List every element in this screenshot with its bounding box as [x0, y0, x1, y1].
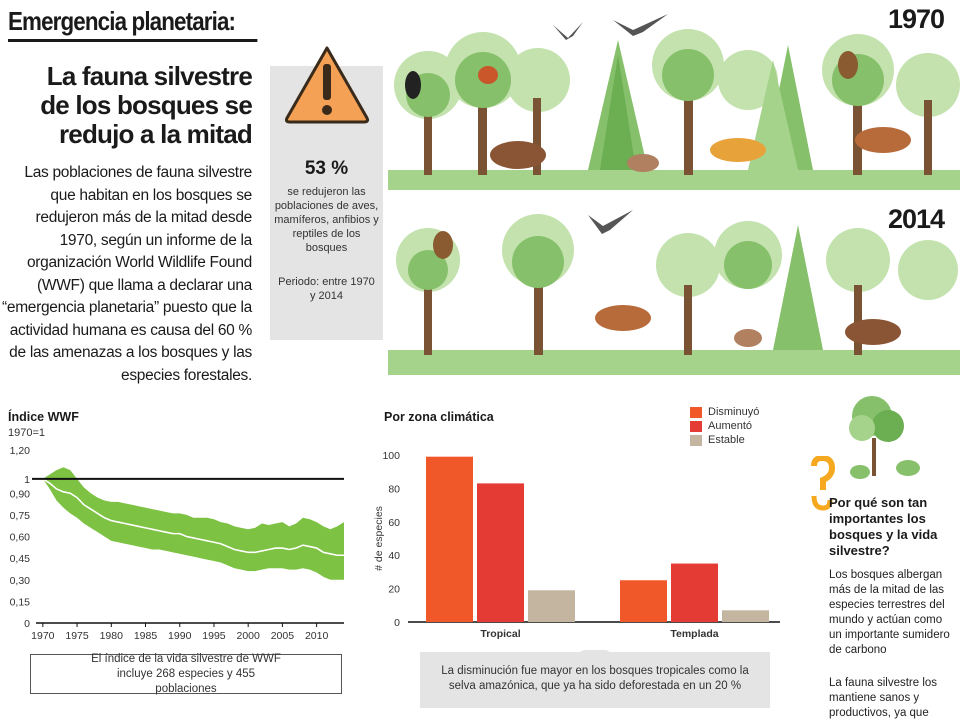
y-tick-label: 0,90	[10, 488, 31, 500]
x-tick-label: 2005	[271, 630, 295, 642]
bar-legend: Disminuyó Aumentó Estable	[690, 405, 759, 447]
y-tick-label: 60	[388, 517, 400, 529]
y-tick-label: 20	[388, 584, 400, 596]
sidebar-paragraph-2: La fauna silvestre los mantiene sanos y …	[829, 677, 938, 719]
y-tick-label: 1	[24, 474, 30, 486]
wwf-chart-subtitle: 1970=1	[8, 427, 46, 439]
year-2014-label: 2014	[888, 204, 945, 234]
y-tick-label: 0,30	[10, 575, 31, 587]
kicker-title: Emergencia planetaria:	[8, 6, 258, 42]
x-tick-label: 2010	[305, 630, 329, 642]
tree-icon	[849, 396, 920, 479]
question-mark-icon	[811, 456, 836, 511]
forest-illustration	[388, 14, 960, 375]
forest-2014-panel	[388, 195, 960, 375]
y-tick-label: 0	[24, 618, 30, 630]
year-1970-label: 1970	[888, 4, 945, 34]
headline: La fauna silvestre de los bosques se red…	[40, 61, 253, 149]
category-label: Templada	[670, 628, 718, 640]
bar-tropical-0	[426, 456, 473, 622]
y-tick-label: 0,60	[10, 532, 31, 544]
x-tick-label: 1985	[134, 630, 158, 642]
legend-swatch	[690, 420, 702, 432]
alert-percent: 53 %	[304, 158, 349, 179]
wwf-index-chart: 0 0,15 0,30 0,45 0,60 0,75 0,90 1 1,20 1970 1975 19…	[10, 445, 344, 642]
body-text: Las poblaciones de fauna silvestre que h…	[2, 164, 252, 384]
legend-item-aumento: Aumentó	[690, 419, 759, 433]
bar-tropical-1	[477, 483, 524, 622]
climate-bar-chart: 0 20 40 60 80 100 # de especies Tropical Templad…	[373, 450, 780, 640]
x-tick-label: 1980	[100, 630, 124, 642]
y-tick-label: 0,45	[10, 553, 31, 565]
bar-chart-title: Por zona climática	[384, 410, 494, 424]
legend-label: Disminuyó	[708, 405, 760, 418]
legend-label: Estable	[708, 433, 745, 446]
wwf-note-box: El índice de la vida silvestre de WWF in…	[30, 652, 342, 695]
sidebar-question: Por qué son tan importantes los bosques …	[829, 495, 938, 558]
bar-note: La disminución fue mayor en los bosques …	[441, 665, 749, 692]
legend-swatch	[690, 406, 702, 418]
y-tick-label: 0,75	[10, 510, 31, 522]
x-tick-label: 2000	[236, 630, 260, 642]
x-tick-label: 1990	[168, 630, 192, 642]
warning-triangle-icon	[284, 46, 370, 124]
x-tick-label: 1995	[202, 630, 226, 642]
wwf-chart-title: Índice WWF	[8, 410, 79, 424]
alert-description: se redujeron las poblaciones de aves, ma…	[274, 186, 379, 254]
bar-templada-2	[722, 610, 769, 622]
legend-item-disminuyo: Disminuyó	[690, 405, 759, 419]
x-tick-label: 1970	[31, 630, 55, 642]
bar-templada-1	[671, 563, 718, 622]
wwf-note: El índice de la vida silvestre de WWF in…	[91, 652, 281, 695]
confidence-band	[42, 467, 344, 580]
bar-note-box-bg	[420, 650, 770, 708]
forest-1970-panel	[388, 14, 960, 190]
y-tick-label: 40	[388, 550, 400, 562]
y-tick-label: 80	[388, 483, 400, 495]
bar-templada-0	[620, 580, 667, 622]
index-mean-line	[42, 478, 344, 557]
alert-period: Periodo: entre 1970 y 2014	[278, 276, 375, 302]
legend-swatch	[690, 434, 702, 446]
x-tick-label: 1975	[65, 630, 89, 642]
sidebar-paragraph-1: Los bosques albergan más de la mitad de …	[829, 569, 950, 656]
y-tick-label: 100	[382, 450, 400, 462]
y-tick-label: 0	[394, 617, 400, 629]
legend-item-estable: Estable	[690, 433, 759, 447]
legend-label: Aumentó	[708, 419, 753, 432]
y-axis-label: # de especies	[373, 506, 385, 571]
category-label: Tropical	[480, 628, 520, 640]
y-tick-label: 0,15	[10, 596, 31, 608]
y-tick-label: 1,20	[10, 445, 31, 457]
bar-tropical-2	[528, 590, 575, 622]
